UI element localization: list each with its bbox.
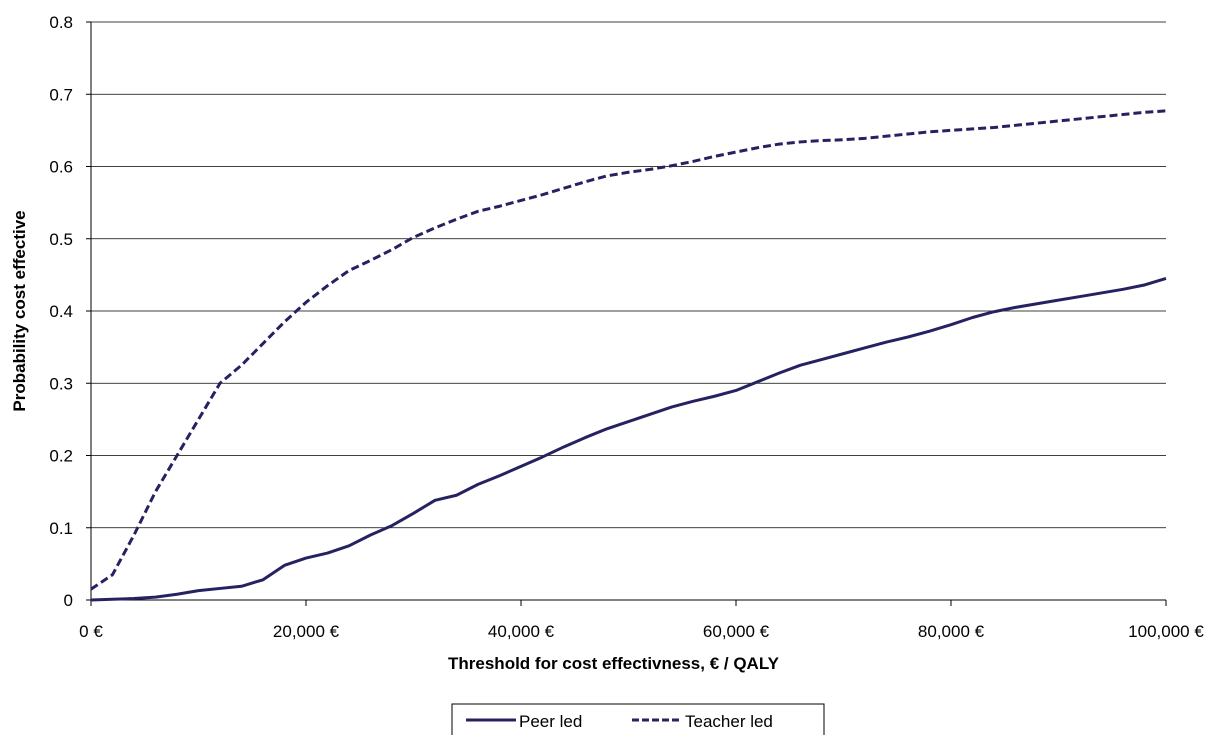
y-tick-label: 0.4 — [49, 302, 73, 321]
axis-layer — [86, 21, 1167, 606]
y-tick-label: 0.6 — [49, 158, 73, 177]
y-axis-title: Probability cost effective — [10, 210, 29, 411]
x-tick-label: 20,000 € — [273, 622, 340, 641]
legend-label-peer-led: Peer led — [519, 712, 582, 731]
tick-label-layer: 0 0.1 0.2 0.3 0.4 0.5 0.6 0.7 0.8 0 € 20,000 € 40,0… — [49, 13, 1204, 641]
y-tick-label: 0 — [64, 591, 73, 610]
legend-items: Peer led Teacher led — [466, 712, 773, 731]
grid-layer — [91, 21, 1166, 529]
y-tick-label: 0.1 — [49, 519, 73, 538]
y-tick-label: 0.3 — [49, 374, 73, 393]
legend: Peer led Teacher led — [451, 703, 825, 735]
series-line-teacher-led — [90, 109, 1167, 591]
x-tick-label: 80,000 € — [918, 622, 985, 641]
y-tick-label: 0.2 — [49, 447, 73, 466]
x-tick-label: 60,000 € — [703, 622, 770, 641]
x-tick-label: 100,000 € — [1128, 622, 1204, 641]
legend-label-teacher-led: Teacher led — [685, 712, 773, 731]
y-tick-label: 0.8 — [49, 13, 73, 32]
series-layer — [90, 109, 1167, 602]
y-tick-label: 0.7 — [49, 85, 73, 104]
y-tick-label: 0.5 — [49, 230, 73, 249]
series-line-peer-led — [90, 277, 1167, 602]
x-axis-title: Threshold for cost effectivness, € / QAL… — [448, 654, 780, 673]
x-tick-label: 0 € — [79, 622, 103, 641]
x-tick-label: 40,000 € — [488, 622, 555, 641]
